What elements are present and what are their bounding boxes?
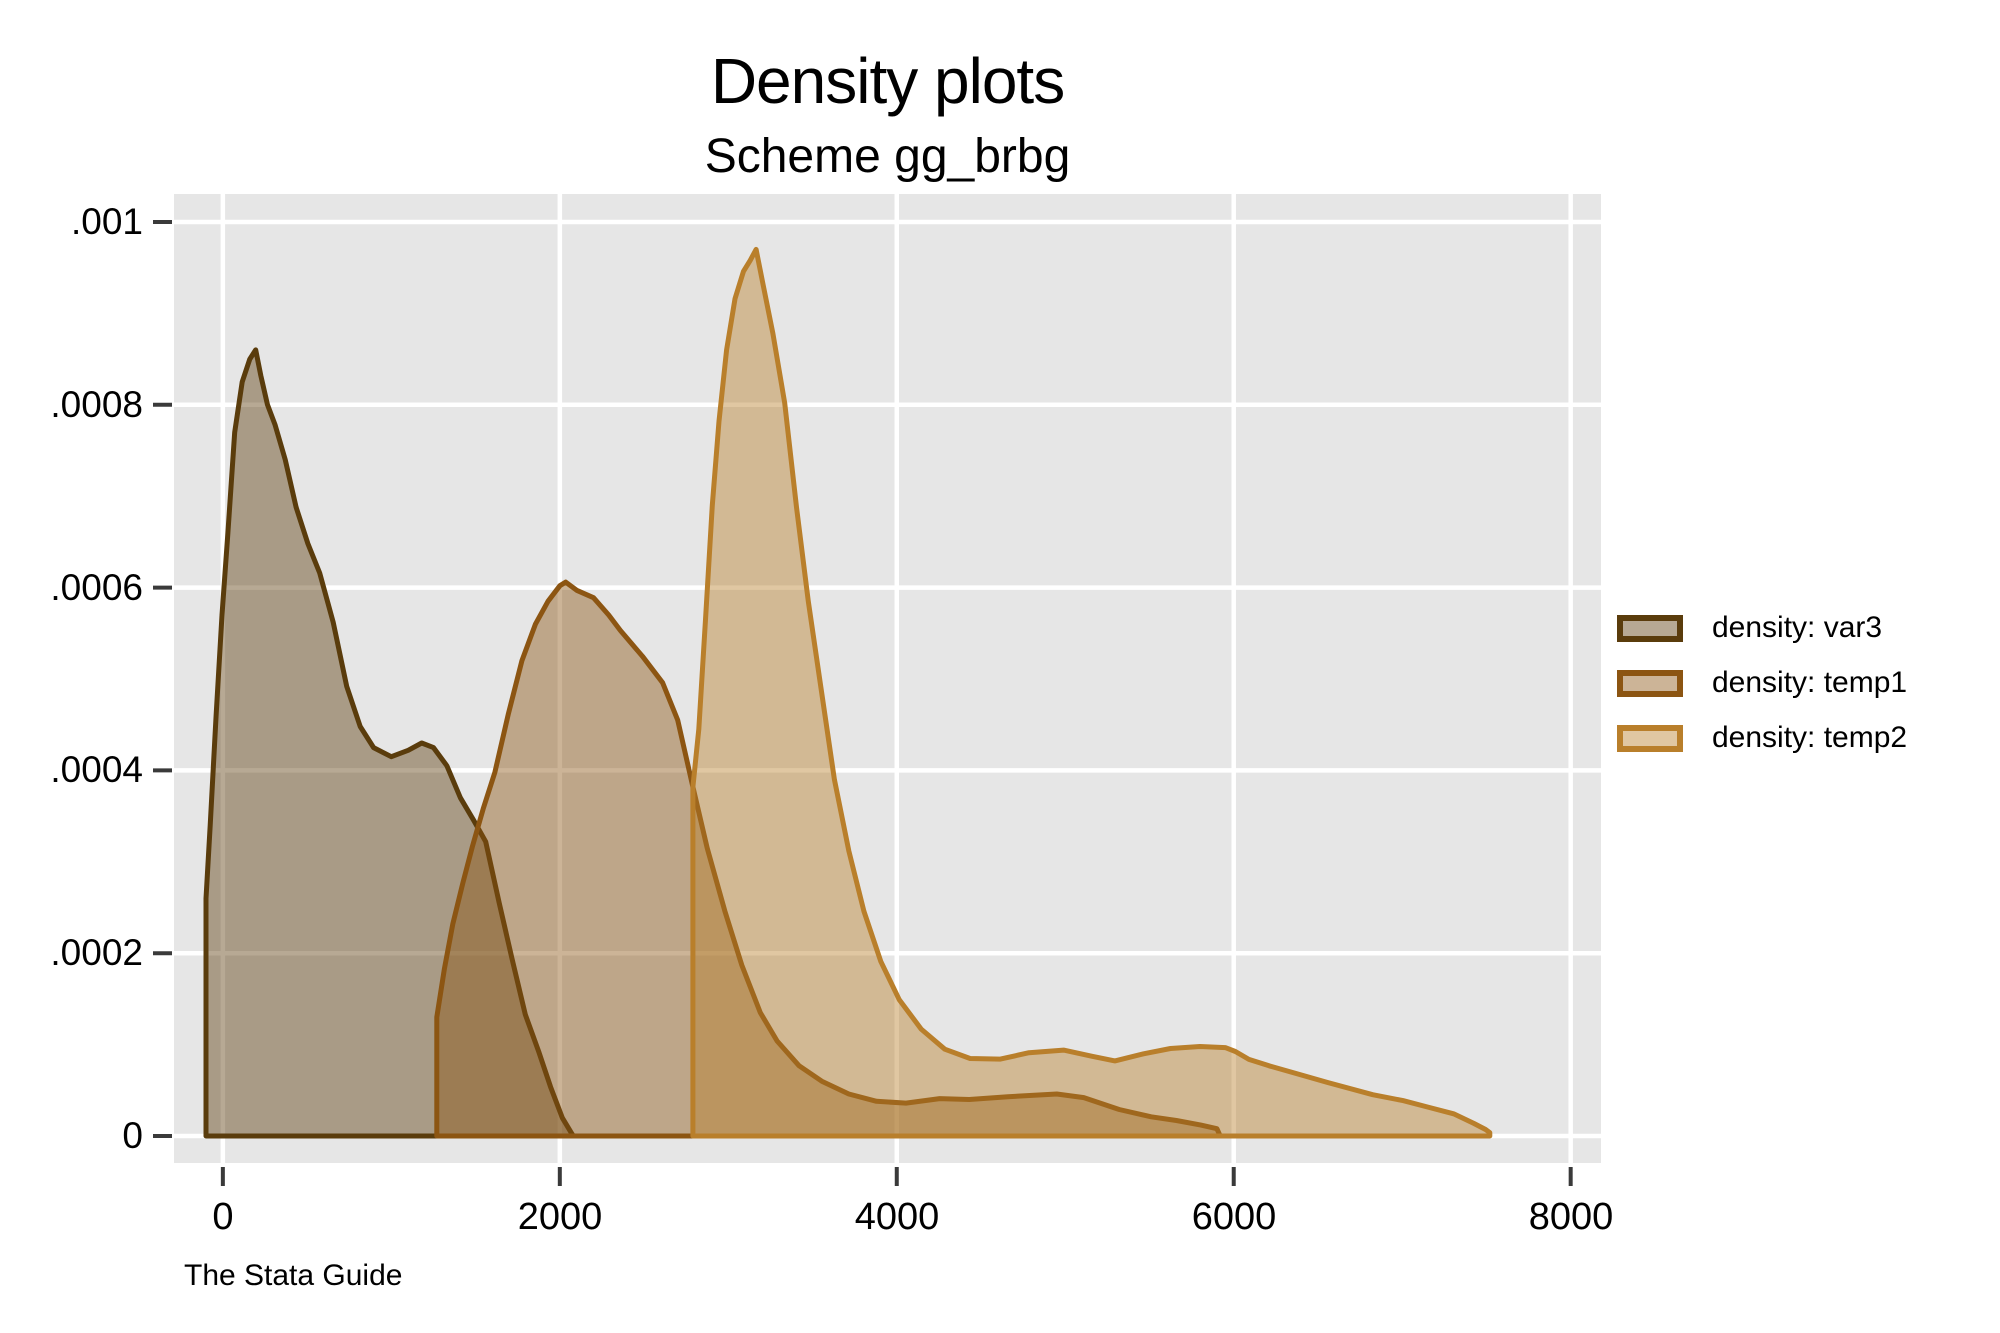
x-axis-tick-label: 2000 xyxy=(517,1196,603,1238)
y-axis-tick-label: .0004 xyxy=(50,749,143,790)
y-axis-tick-label: .0002 xyxy=(50,932,143,973)
y-axis-tick-label: .0006 xyxy=(50,567,143,608)
y-axis-tick-label: 0 xyxy=(122,1115,143,1156)
x-axis-tick-label: 8000 xyxy=(1528,1196,1614,1238)
legend-label: density: temp1 xyxy=(1712,666,1908,699)
legend-label: density: temp2 xyxy=(1712,721,1908,754)
y-axis-tick-label: .0008 xyxy=(50,384,143,425)
density-curve-var3 xyxy=(203,347,576,1139)
density-curve-temp1 xyxy=(434,579,1223,1139)
y-axis-tick-label: .001 xyxy=(70,201,143,242)
legend-item-temp2: density: temp2 xyxy=(1617,721,1907,755)
legend-item-temp1: density: temp1 xyxy=(1617,666,1907,700)
chart-title: Density plots xyxy=(710,45,1065,117)
legend-label: density: var3 xyxy=(1712,611,1883,644)
density-curve-temp2 xyxy=(690,246,1493,1139)
x-axis-tick-label: 6000 xyxy=(1191,1196,1277,1238)
watermark-credit: The Stata Guide xyxy=(184,1259,403,1292)
legend-swatch-var3 xyxy=(1617,614,1683,642)
plot-area xyxy=(174,194,1601,1163)
x-axis-tick-label: 4000 xyxy=(854,1196,940,1238)
legend-swatch-temp1 xyxy=(1617,669,1683,697)
legend-swatch-temp2 xyxy=(1617,724,1683,752)
chart-subtitle: Scheme gg_brbg xyxy=(704,130,1071,183)
x-axis-tick-label: 0 xyxy=(212,1196,234,1238)
legend-item-var3: density: var3 xyxy=(1617,611,1882,645)
